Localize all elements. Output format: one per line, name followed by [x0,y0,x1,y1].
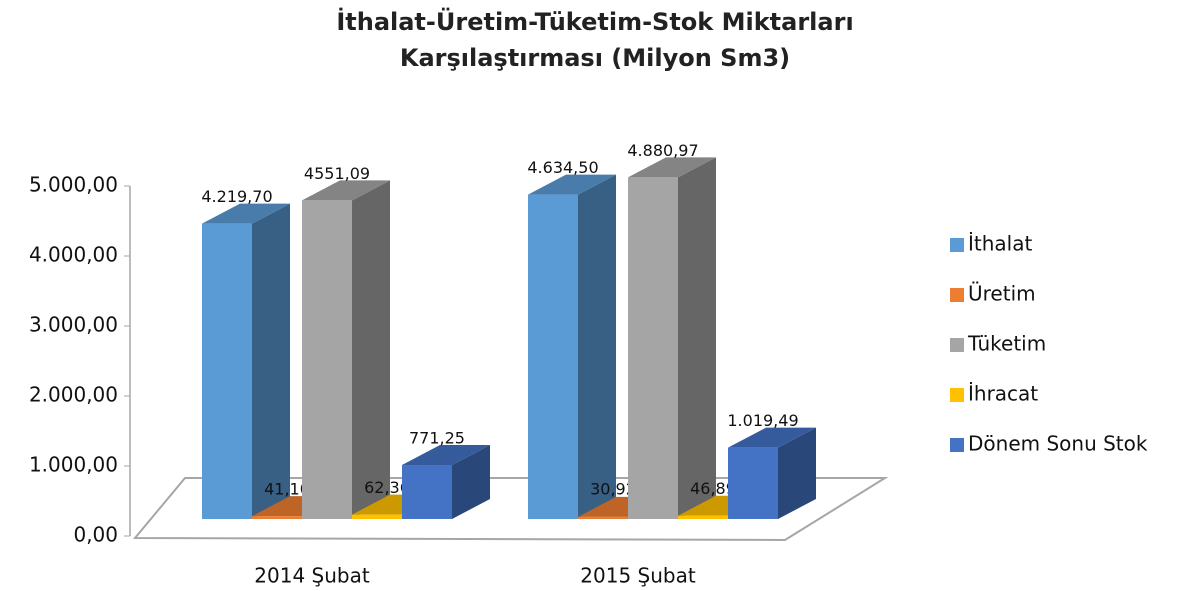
bar-front [678,515,728,519]
y-tick-label: 1.000,00 [29,453,118,477]
bar-top [528,174,616,195]
bar [728,427,816,519]
data-label: 771,25 [409,429,465,448]
legend-swatch [950,238,964,252]
bar-front [402,465,452,519]
y-tick-label: 0,00 [73,523,118,547]
data-label: 4.219,70 [201,187,272,206]
data-label: 4.880,97 [627,141,698,160]
bar-side [578,174,616,519]
bar [202,203,290,519]
bar-top [628,157,716,178]
y-tick-label: 4.000,00 [29,243,118,267]
legend-label: İhracat [968,382,1038,406]
y-tick-label: 3.000,00 [29,313,118,337]
bar-side [452,445,490,519]
bar-side [778,427,816,519]
bar-top [302,180,390,201]
bar-side [352,180,390,519]
data-label: 30,92 [590,480,636,499]
legend-label: Üretim [968,282,1036,306]
data-label: 46,89 [690,479,736,498]
bar-front [202,223,252,519]
bar [302,180,390,519]
bar [528,174,616,519]
bar-front [578,516,628,519]
bar-top [402,445,490,466]
bar-side [252,203,290,519]
bar-front [528,194,578,519]
legend-swatch [950,438,964,452]
data-label: 1.019,49 [727,411,798,430]
data-label: 62,36 [364,478,410,497]
bar-top [728,427,816,448]
x-tick-label: 2014 Şubat [254,564,370,588]
legend-swatch [950,288,964,302]
legend-swatch [950,388,964,402]
bar-front [628,177,678,519]
y-tick-label: 2.000,00 [29,383,118,407]
bar [628,157,716,520]
bar-front [252,516,302,519]
x-tick-label: 2015 Şubat [580,564,696,588]
legend-label: Tüketim [967,332,1046,356]
bar-front [352,514,402,519]
chart-title: İthalat-Üretim-Tüketim-Stok Miktarları K… [336,8,854,72]
legend-label: Dönem Sonu Stok [968,432,1148,456]
legend-swatch [950,338,964,352]
data-label: 41,10 [264,480,310,499]
y-tick-label: 5.000,00 [29,173,118,197]
bar-front [728,447,778,519]
bar-side [678,157,716,520]
bar-top [202,203,290,224]
data-label: 4551,09 [304,164,370,183]
legend-label: İthalat [968,232,1032,256]
data-label: 4.634,50 [527,158,598,177]
bar [402,445,490,519]
bar-front [302,200,352,519]
